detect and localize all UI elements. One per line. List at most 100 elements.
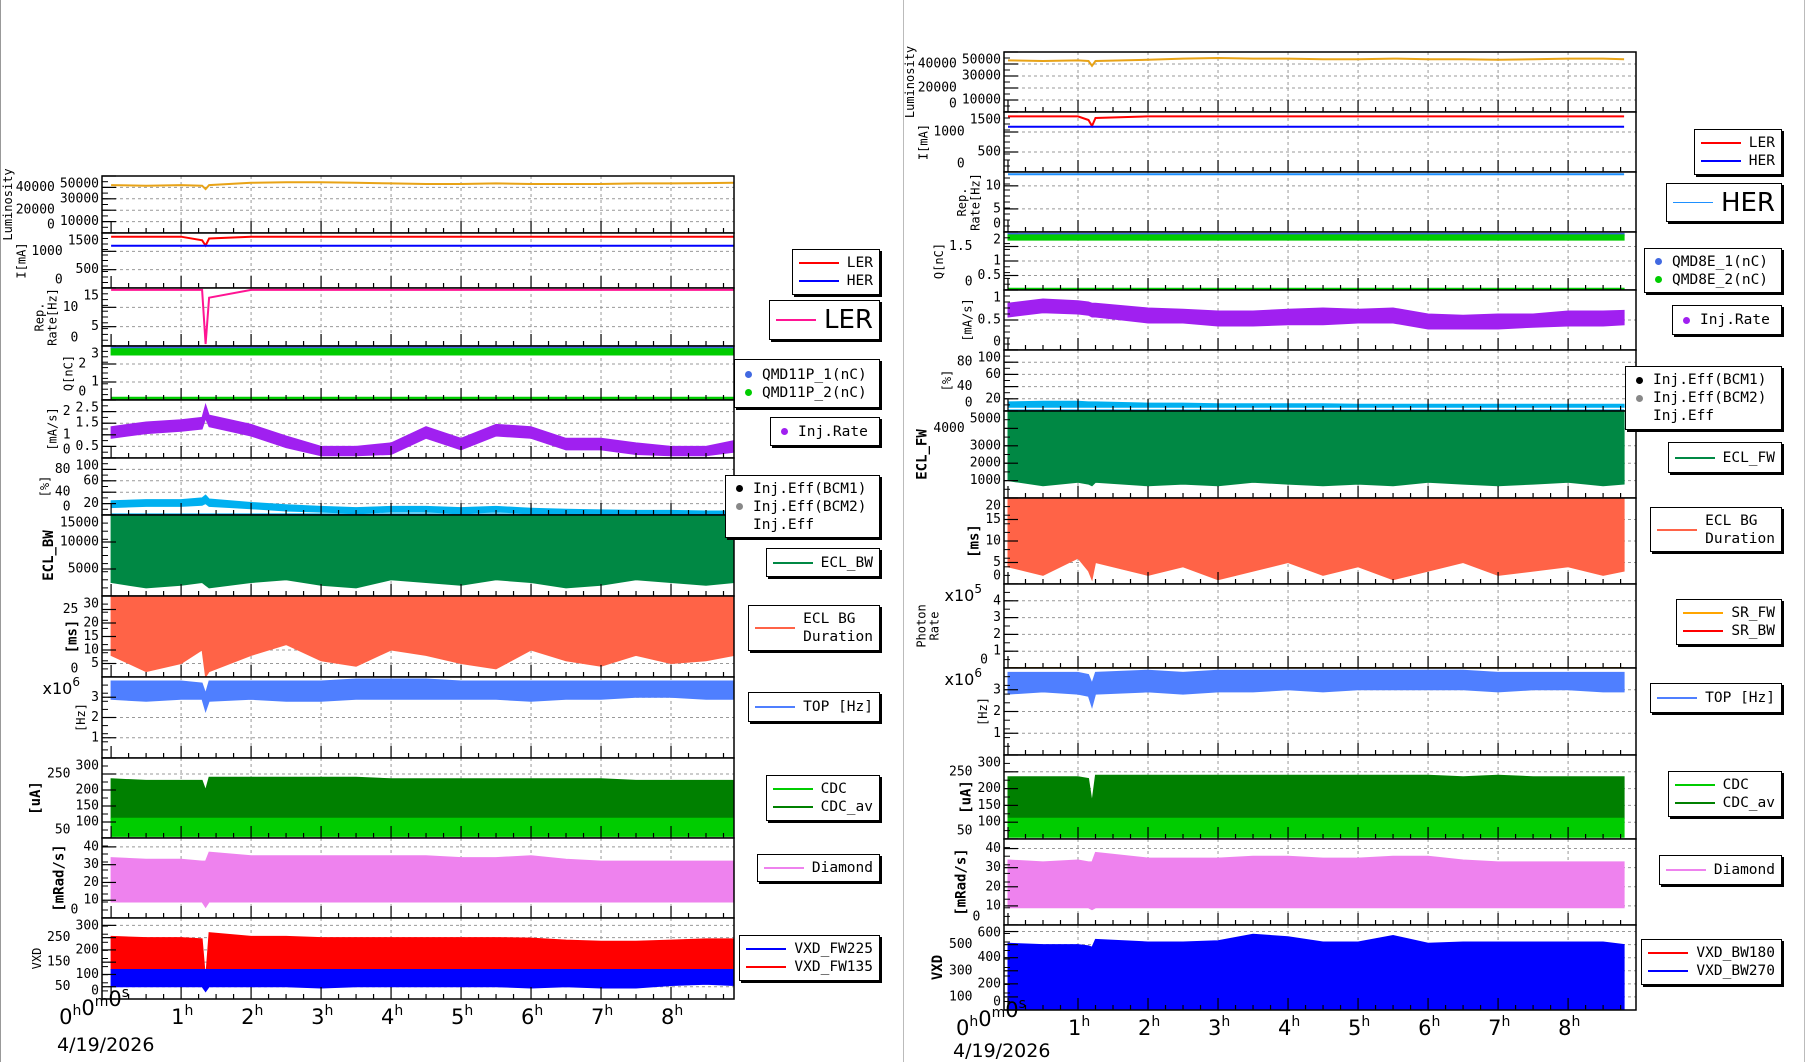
legend-marker-line-icon xyxy=(776,319,817,321)
legend-marker-line-icon xyxy=(772,788,813,790)
legend-marker-line-icon xyxy=(1657,697,1698,699)
y-tick-label: 30 xyxy=(83,597,99,612)
y-tick-label: 30000 xyxy=(60,191,99,206)
y-axis-label-line: VXD xyxy=(930,955,946,980)
x-tick-label: 5h xyxy=(451,1003,473,1029)
panel-5: 1 0.5 0 [mA/s] xyxy=(961,289,1637,351)
legend-marker-line-icon xyxy=(755,627,796,629)
legend-9: SR_FW SR_BW xyxy=(1676,599,1782,645)
panel-7: 5000 4000 3000 2000 1000 ECL_FW xyxy=(914,410,1637,499)
x-tick-value: 0 xyxy=(956,1016,969,1040)
y-tick-label: 1500 xyxy=(970,113,1001,128)
y-tick-label: 0 xyxy=(71,331,79,346)
y-axis-label: [mRad/s] xyxy=(52,844,68,911)
y-tick-label: 2000 xyxy=(970,456,1001,471)
y-tick-label: 1000 xyxy=(970,473,1001,488)
legend-marker-line-icon xyxy=(1665,869,1706,871)
series-line-LER xyxy=(111,288,734,345)
y-tick-label: 30000 xyxy=(962,69,1001,84)
y-tick-label: 2 xyxy=(91,710,99,725)
x-tick-unit: h xyxy=(674,1003,683,1019)
x-tick-value: 0 xyxy=(978,1007,991,1031)
y-axis-label-line: [mRad/s] xyxy=(52,844,68,911)
legend-marker-line-icon xyxy=(1683,630,1724,632)
panel-13: 600 500 400 300 200 100 0 VXD xyxy=(930,924,1637,1011)
y-tick-label: 1 xyxy=(91,375,99,390)
legend-label: Inj.Eff(BCM1) xyxy=(753,480,867,497)
y-axis-label-line: [uA] xyxy=(959,780,975,814)
legend-6: Inj.Eff(BCM1) Inj.Eff(BCM2) Inj.Eff xyxy=(1625,366,1782,430)
legend-label: ECL_FW xyxy=(1722,449,1775,466)
y-axis-label-line: VXD xyxy=(30,948,44,970)
y-tick-label: 15 xyxy=(985,512,1001,527)
legend-entry: Inj.Rate xyxy=(777,423,873,441)
plot-area xyxy=(102,233,734,288)
legend-entry: Inj.Eff(BCM1) xyxy=(1632,371,1775,389)
y-tick-label: 80 xyxy=(55,462,71,477)
y-axis-label-line: [%] xyxy=(940,370,954,392)
legend-marker-line-icon xyxy=(1674,784,1715,786)
legend-marker-line-icon xyxy=(1648,952,1689,954)
y-tick-label: 40000 xyxy=(918,57,957,72)
legend-label: CDC_av xyxy=(820,799,873,815)
y-axis-label-line: [mRad/s] xyxy=(954,848,970,915)
x-tick-label: 6h xyxy=(1418,1014,1440,1040)
y-axis-label-line: Rep. xyxy=(33,303,47,332)
y-axis-label: [uA] xyxy=(28,781,44,815)
y-axis-label: [mA/s] xyxy=(961,298,975,341)
y-tick-label: 25 xyxy=(63,602,79,617)
y-tick-label: 400 xyxy=(978,950,1001,965)
legend-label: Diamond xyxy=(1713,862,1775,878)
legend-4: QMD8E_1(nC) QMD8E_2(nC) xyxy=(1644,248,1782,293)
legend-label: QMD8E_2(nC) xyxy=(1672,271,1769,288)
y-tick-label: 15000 xyxy=(60,516,99,531)
y-tick-label: 50000 xyxy=(60,177,99,192)
y-axis-label-line: Photon xyxy=(914,604,928,647)
legend-entry: LER xyxy=(798,254,873,272)
y-tick-label: 50 xyxy=(957,824,973,839)
legend-11: Diamond xyxy=(756,854,880,882)
y-tick-label: 100 xyxy=(76,459,99,474)
x-tick-unit: m xyxy=(992,1005,1006,1021)
y-tick-label: 1 xyxy=(63,427,71,442)
y-scale-base: x10 xyxy=(945,670,975,689)
y-tick-label: 10 xyxy=(63,300,79,315)
legend-label: ECL_BW xyxy=(820,554,873,571)
x-tick-unit: h xyxy=(1291,1014,1300,1030)
y-tick-label: 20 xyxy=(83,496,99,511)
y-tick-label: 3 xyxy=(993,610,1001,625)
y-tick-label: 20 xyxy=(985,879,1001,894)
legend-label: Inj.Eff xyxy=(1653,408,1715,424)
legend-marker-dot-icon xyxy=(1655,276,1662,283)
x-tick-unit: h xyxy=(1571,1014,1580,1030)
y-tick-label: 1.5 xyxy=(949,239,972,254)
legend-marker-line-icon xyxy=(1683,612,1724,614)
y-axis-label: I[mA] xyxy=(14,242,28,278)
panel-1: 50000 40000 30000 20000 10000 0 Luminosity xyxy=(903,46,1637,118)
y-tick-label: 0 xyxy=(957,157,965,172)
series-band-QMD11P_2-nC- xyxy=(110,348,735,356)
x-tick-unit: h xyxy=(72,1003,81,1019)
x-tick-value: 4 xyxy=(381,1005,394,1029)
y-tick-label: 20 xyxy=(985,499,1001,514)
x-tick-unit: h xyxy=(1361,1014,1370,1030)
x-tick-unit: h xyxy=(1221,1014,1230,1030)
date-label-left: 4/19/2026 xyxy=(57,1034,155,1056)
legend-label: TOP [Hz] xyxy=(1705,690,1775,706)
legend-label: CDC_av xyxy=(1722,795,1775,811)
legend-label: Inj.Eff xyxy=(753,516,815,533)
x-tick-value: 6 xyxy=(1418,1016,1431,1040)
y-tick-label: 0 xyxy=(973,910,981,925)
legend-entry: QMD8E_1(nC) xyxy=(1651,253,1775,271)
legend-entry: VXD_BW270 xyxy=(1648,962,1775,980)
legend-3: HER xyxy=(1665,183,1782,222)
x-tick-label: 7h xyxy=(591,1003,613,1029)
y-axis-label-line: [%] xyxy=(38,476,52,498)
y-axis-label: [ms] xyxy=(64,620,80,654)
legend-10: TOP [Hz] xyxy=(1650,683,1782,713)
y-axis-label-line: Rate[Hz] xyxy=(968,173,982,231)
x-tick-value: 8 xyxy=(661,1005,674,1029)
